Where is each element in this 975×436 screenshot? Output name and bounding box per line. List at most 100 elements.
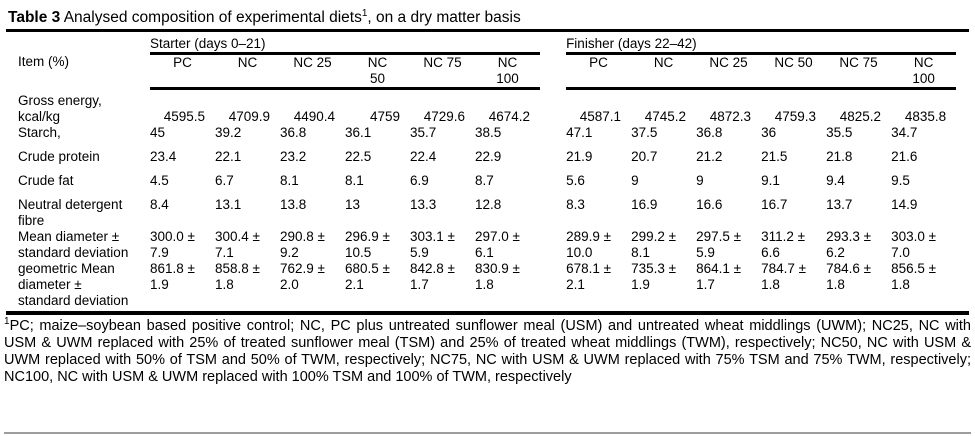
footnote-marker: 1 (4, 315, 10, 327)
finisher-value-cell: 16.6 (696, 196, 723, 212)
table-row: Crude fat 4.5 6.7 8.1 8.1 6.9 8.7 5.6 9 9 9.1 9.4 9.… (18, 165, 956, 189)
finisher-value-cell: 21.2 (696, 148, 723, 164)
group-gap (540, 189, 566, 229)
table-row: Neutral detergent fibre 8.4 13.1 13.8 13 13.3… (18, 189, 956, 229)
finisher-value-cell: 299.2 ± 8.1 (631, 228, 677, 260)
starter-value-cell: 23.2 (280, 148, 307, 164)
finisher-column-header-5: NC 100 (891, 53, 957, 90)
column-header-row: Item (%) PC NC NC 25 NC 50 NC 75 NC 100 PC NC NC… (18, 53, 957, 90)
starter-value-cell: 6.9 (410, 172, 429, 188)
starter-value-cell: 12.8 (475, 196, 502, 212)
finisher-value-cell: 13.7 (826, 196, 853, 212)
starter-value-cell: 297.0 ± 6.1 (475, 228, 520, 260)
starter-value-cell: 39.2 (215, 124, 242, 140)
starter-value-cell: 8.1 (280, 172, 299, 188)
finisher-value-cell: 35.5 (826, 124, 853, 140)
finisher-value-cell: 864.1 ± 1.7 (696, 260, 742, 292)
starter-value-cell: 35.7 (410, 124, 437, 140)
group-gap (540, 89, 566, 125)
starter-value-cell: 858.8 ± 1.8 (215, 260, 260, 292)
starter-value-cell: 13 (345, 196, 361, 212)
group-gap (540, 141, 566, 165)
finisher-value-cell: 21.8 (826, 148, 853, 164)
starter-value-cell: 4759 (369, 108, 400, 124)
title-text-tail: , on a dry matter basis (367, 9, 521, 26)
starter-value-cell: 303.1 ± 5.9 (410, 228, 455, 260)
starter-column-header-0: PC (150, 53, 215, 90)
starter-value-cell: 8.4 (150, 196, 169, 212)
starter-value-cell: 22.1 (215, 148, 242, 164)
table-row: geometric Mean diameter ± standard devia… (18, 261, 956, 311)
group-header-spacer (18, 36, 150, 54)
row-label: Gross energy, kcal/kg (18, 92, 102, 124)
finisher-value-cell: 289.9 ± 10.0 (566, 228, 612, 260)
starter-value-cell: 13.8 (280, 196, 307, 212)
finisher-value-cell: 784.7 ± 1.8 (761, 260, 807, 292)
finisher-value-cell: 36 (761, 124, 777, 140)
finisher-value-cell: 16.7 (761, 196, 788, 212)
starter-value-cell: 22.4 (410, 148, 437, 164)
starter-column-header-5: NC 100 (475, 53, 541, 90)
finisher-value-cell: 4835.8 (904, 108, 947, 124)
table-title: Table 3 Analysed composition of experime… (8, 8, 967, 28)
starter-value-cell: 4674.2 (488, 108, 531, 124)
table-bottom-rule (6, 310, 969, 315)
starter-value-cell: 680.5 ± 2.1 (345, 260, 390, 292)
row-label: Neutral detergent fibre (18, 196, 123, 228)
starter-value-cell: 36.8 (280, 124, 307, 140)
starter-group-header: Starter (days 0–21) (150, 36, 541, 55)
finisher-column-header-2: NC 25 (696, 53, 762, 90)
starter-value-cell: 8.1 (345, 172, 364, 188)
starter-value-cell: 8.7 (475, 172, 494, 188)
finisher-value-cell: 4587.1 (579, 108, 622, 124)
finisher-value-cell: 8.3 (566, 196, 585, 212)
row-label: Crude fat (18, 172, 74, 188)
finisher-value-cell: 784.6 ± 1.8 (826, 260, 872, 292)
finisher-value-cell: 21.6 (891, 148, 918, 164)
finisher-value-cell: 735.3 ± 1.9 (631, 260, 677, 292)
finisher-value-cell: 36.8 (696, 124, 723, 140)
finisher-value-cell: 293.3 ± 6.2 (826, 228, 872, 260)
finisher-value-cell: 9.1 (761, 172, 780, 188)
starter-value-cell: 296.9 ± 10.5 (345, 228, 390, 260)
item-header: Item (%) (18, 53, 70, 69)
finisher-value-cell: 4745.2 (644, 108, 687, 124)
starter-value-cell: 4729.6 (423, 108, 465, 124)
finisher-value-cell: 21.5 (761, 148, 788, 164)
table-row: Crude protein 23.4 22.1 23.2 22.5 22.4 22.9 21.… (18, 141, 956, 165)
starter-value-cell: 290.8 ± 9.2 (280, 228, 325, 260)
starter-value-cell: 13.1 (215, 196, 242, 212)
starter-value-cell: 36.1 (345, 124, 372, 140)
row-label: Starch, (18, 124, 61, 140)
finisher-value-cell: 16.9 (631, 196, 658, 212)
starter-value-cell: 4595.5 (163, 108, 205, 124)
starter-value-cell: 4.5 (150, 172, 169, 188)
title-rule (6, 29, 969, 32)
finisher-value-cell: 9 (696, 172, 704, 188)
finisher-value-cell: 9.4 (826, 172, 845, 188)
finisher-value-cell: 297.5 ± 5.9 (696, 228, 742, 260)
finisher-value-cell: 20.7 (631, 148, 658, 164)
group-gap (540, 36, 566, 54)
table-number: Table 3 (8, 9, 61, 26)
finisher-value-cell: 37.5 (631, 124, 658, 140)
finisher-value-cell: 14.9 (891, 196, 918, 212)
starter-value-cell: 300.4 ± 7.1 (215, 228, 260, 260)
group-gap (540, 54, 566, 89)
table-footnote: 1PC; maize–soybean based positive contro… (4, 315, 971, 386)
starter-column-header-1: NC (215, 53, 280, 90)
finisher-group-header: Finisher (days 22–42) (566, 36, 957, 55)
finisher-value-cell: 303.0 ± 7.0 (891, 228, 937, 260)
starter-column-header-2: NC 25 (280, 53, 345, 90)
table-row: Mean diameter ± standard deviation 300.0 … (18, 229, 956, 261)
title-footnote-marker: 1 (361, 7, 368, 19)
group-gap (540, 261, 566, 311)
title-text: Analysed composition of experimental die… (60, 9, 362, 26)
starter-value-cell: 762.9 ± 2.0 (280, 260, 325, 292)
starter-value-cell: 22.5 (345, 148, 372, 164)
table-row: Gross energy, kcal/kg 4595.5 4709.9 4490.4 4… (18, 89, 956, 125)
starter-column-header-4: NC 75 (410, 53, 475, 90)
finisher-value-cell: 9.5 (891, 172, 910, 188)
starter-value-cell: 842.8 ± 1.7 (410, 260, 455, 292)
